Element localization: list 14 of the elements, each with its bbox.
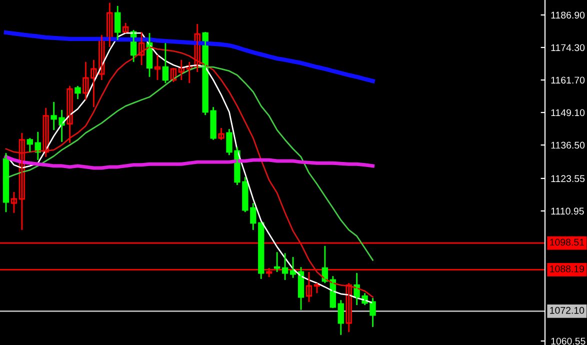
y-tick-label: 1161.70 [551,76,585,84]
y-tick-label: 1149.10 [551,109,585,116]
line-series [4,155,375,170]
y-tick-label: 1136.50 [551,142,585,149]
y-tick-label: 1060.55 [551,338,586,345]
y-tick-label: 1174.30 [551,44,585,52]
line-series [4,30,375,84]
y-tick-label: 1186.90 [551,12,585,19]
y-tick-label: 1110.95 [551,208,584,215]
ref-line-label: 1072.10 [550,306,584,314]
y-tick-label: 1123.55 [551,175,585,182]
ref-line-label: 1088.19 [550,265,584,272]
line-series [5,66,374,261]
ref-line-label: 1098.51 [550,238,584,246]
